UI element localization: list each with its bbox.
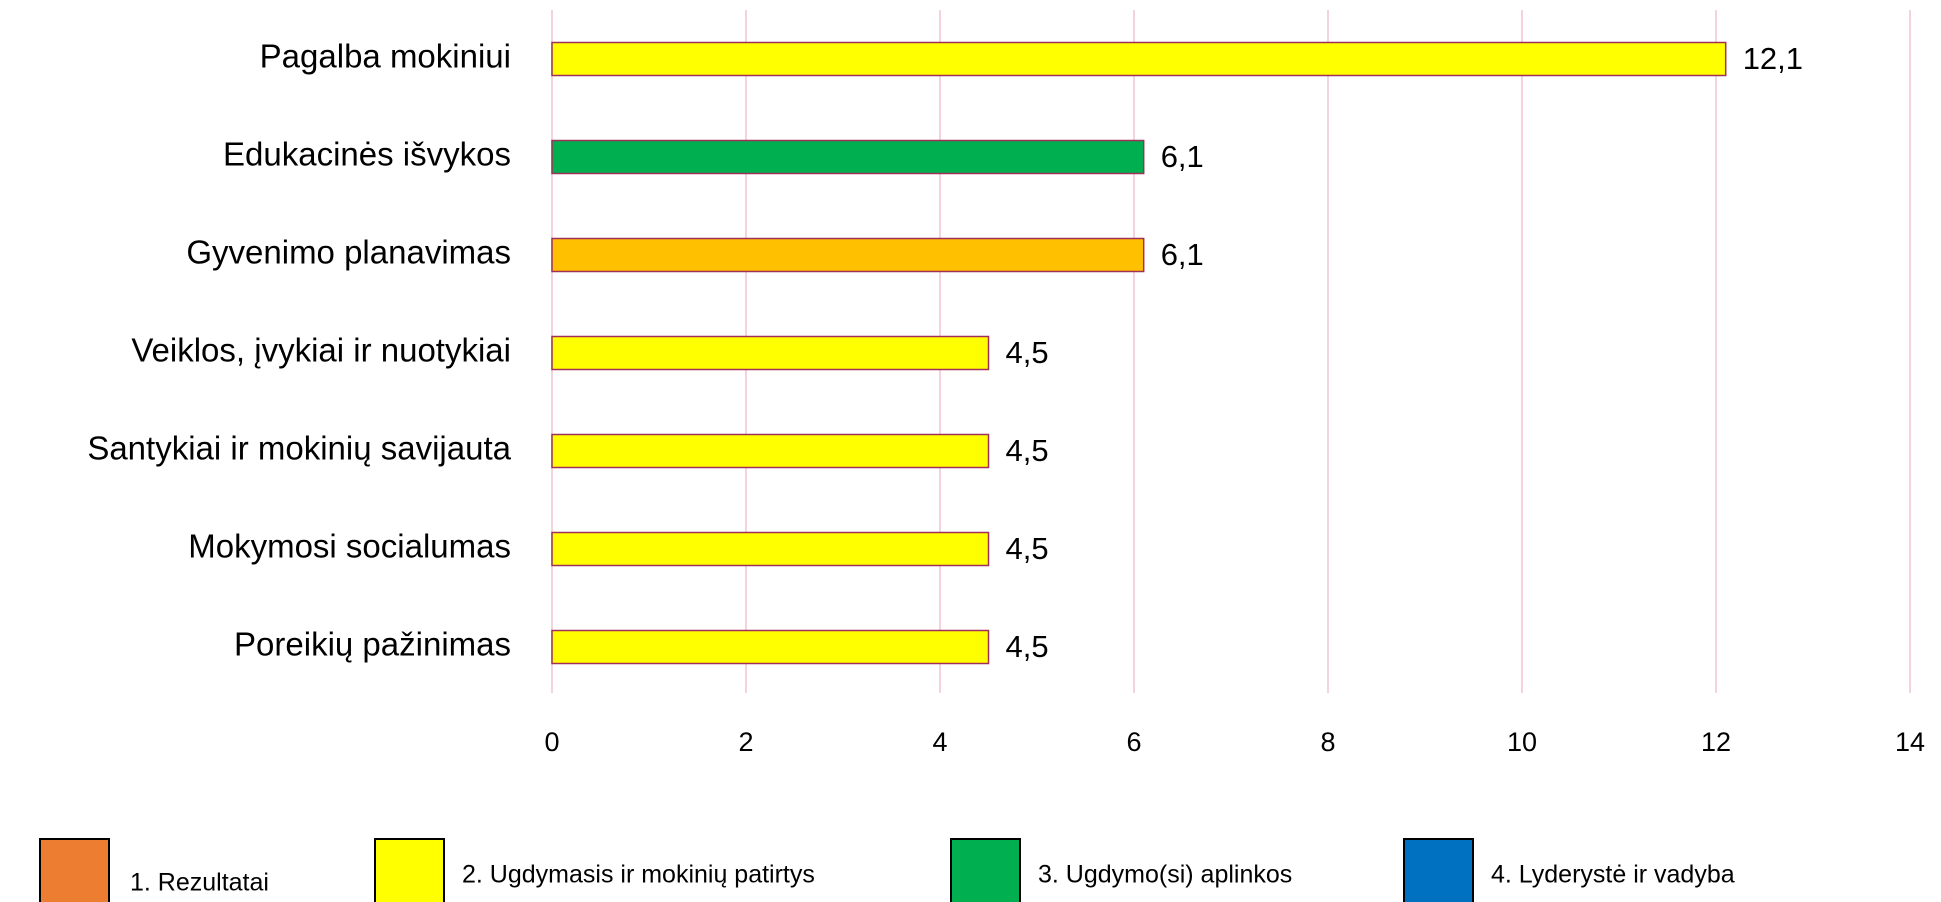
legend-swatch	[39, 838, 110, 902]
data-label: 4,5	[1006, 433, 1049, 468]
x-tick-label: 6	[1126, 727, 1141, 757]
y-tick-label: Pagalba mokiniui	[260, 38, 511, 75]
y-tick-label: Poreikių pažinimas	[234, 626, 511, 663]
data-label: 4,5	[1006, 629, 1049, 664]
y-tick-label: Veiklos, įvykiai ir nuotykiai	[131, 332, 511, 369]
data-label: 4,5	[1006, 335, 1049, 370]
x-tick-label: 4	[932, 727, 947, 757]
y-tick-label: Gyvenimo planavimas	[186, 234, 511, 271]
bar	[551, 629, 990, 665]
bar	[551, 335, 990, 371]
legend-swatch	[950, 838, 1021, 902]
x-tick-label: 12	[1701, 727, 1731, 757]
legend-label: 2. Ugdymasis ir mokinių patirtys	[462, 861, 815, 889]
data-label: 4,5	[1006, 531, 1049, 566]
legend-label: 1. Rezultatai	[130, 869, 269, 897]
data-label: 6,1	[1161, 237, 1204, 272]
bar	[551, 531, 990, 567]
x-tick-label: 10	[1507, 727, 1537, 757]
x-tick-label: 2	[738, 727, 753, 757]
data-label: 12,1	[1743, 41, 1803, 76]
x-tick-label: 8	[1320, 727, 1335, 757]
y-tick-label: Mokymosi socialumas	[188, 528, 511, 565]
bar	[551, 433, 990, 469]
y-tick-label: Edukacinės išvykos	[223, 136, 511, 173]
legend-swatch	[1403, 838, 1474, 902]
bar	[551, 41, 1727, 77]
bar	[551, 237, 1145, 273]
x-tick-label: 0	[544, 727, 559, 757]
y-tick-label: Santykiai ir mokinių savijauta	[87, 430, 511, 467]
legend-label: 3. Ugdymo(si) aplinkos	[1038, 861, 1292, 889]
legend-swatch	[374, 838, 445, 902]
legend-label: 4. Lyderystė ir vadyba	[1491, 861, 1735, 889]
bar	[551, 139, 1145, 175]
x-tick-label: 14	[1895, 727, 1925, 757]
data-label: 6,1	[1161, 139, 1204, 174]
